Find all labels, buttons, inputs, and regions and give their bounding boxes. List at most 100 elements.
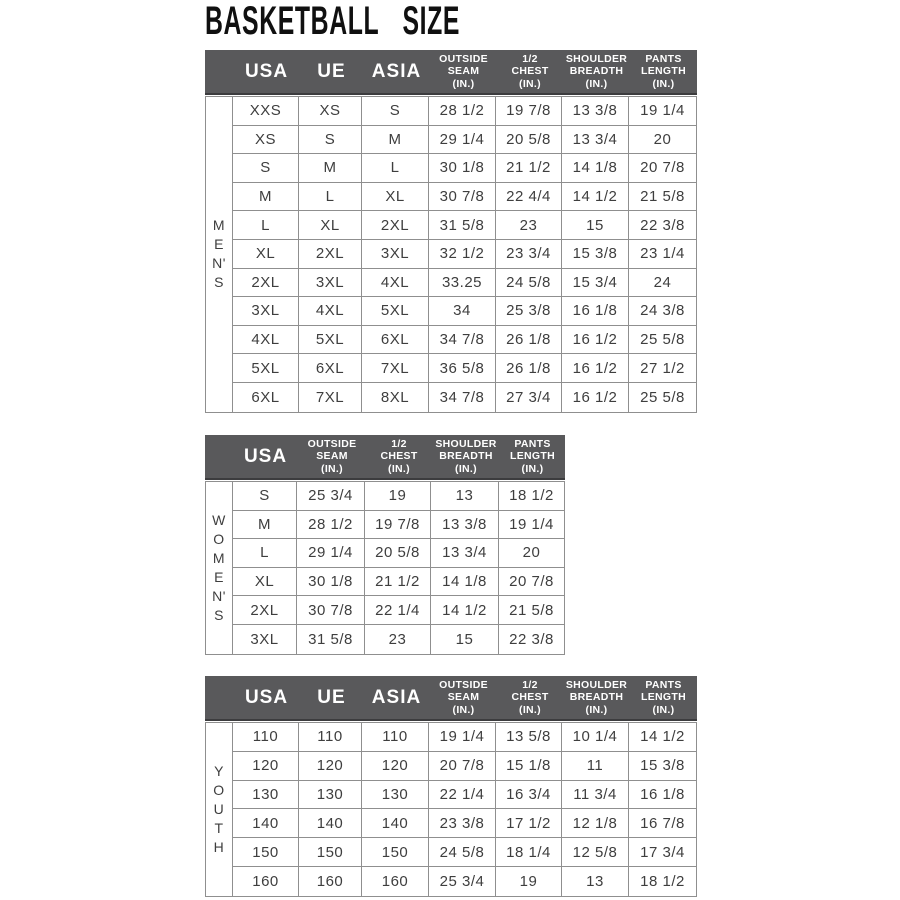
table-cell: 15 3/4 [562,268,629,297]
table-cell: 2XL [299,239,362,268]
table-cell: 18 1/4 [496,838,562,866]
table-cell: 19 1/4 [429,723,496,751]
table-cell: 140 [299,809,362,838]
table-cell: 14 1/8 [562,154,629,182]
table-cell: 4XL [362,268,429,297]
column-header-outside-seam: OUTSIDE SEAM (IN.) [439,678,488,716]
table-cell: 31 5/8 [429,211,496,239]
table-cell: 11 [562,751,629,780]
table-cell: 6XL [299,354,362,382]
column-header-pants-length: PANTS LENGTH (IN.) [510,437,555,475]
column-header-ue: UE [317,60,346,82]
table-row: M 28 1/2 19 7/8 13 3/8 19 1/4 [233,510,564,540]
table-cell: L [362,154,429,182]
table-cell: 25 5/8 [640,331,685,349]
table-cell: 13 3/4 [431,539,499,567]
table-row: 110 110 110 19 1/4 13 5/8 10 1/4 14 1/2 [233,723,696,752]
table-cell: XS [299,97,362,125]
table-cell: 110 [233,723,299,751]
column-header-shoulder-breadth: SHOULDER BREADTH (IN.) [565,52,628,90]
column-header-outside-seam: OUTSIDE SEAM (IN.) [307,437,357,475]
column-header-usa: USA [243,445,288,467]
youth-group-label: Y O U T H [206,723,233,896]
table-cell: 22 4/4 [496,182,562,211]
table-cell: 16 1/2 [562,325,629,354]
table-cell: 28 1/2 [297,510,365,539]
table-cell: 20 [653,130,672,148]
table-cell: 34 [429,297,496,325]
table-cell: 14 1/2 [640,728,685,746]
table-cell: 30 7/8 [429,182,496,211]
table-cell: XS [233,125,299,154]
table-cell: 15 3/8 [562,239,629,268]
table-cell: 21 5/8 [509,601,554,619]
table-cell: 23 3/8 [429,809,496,838]
table-cell: 14 1/2 [562,182,629,211]
table-cell: 16 1/8 [562,297,629,325]
table-cell: 140 [362,809,429,838]
table-cell: 3XL [299,268,362,297]
womens-table-body: W O M E N' S S 25 3/4 19 13 18 1/2 M 28 … [205,481,565,655]
table-cell: 26 1/8 [496,325,562,354]
table-cell: 14 1/2 [431,596,499,624]
table-cell: 110 [362,723,429,751]
table-cell: 33.25 [429,268,496,297]
table-cell: 23 [365,624,431,654]
column-header-ue: UE [317,686,346,708]
table-cell: 13 3/8 [431,510,499,539]
header-spacer [205,435,233,478]
table-cell: 160 [362,866,429,896]
table-row: 130 130 130 22 1/4 16 3/4 11 3/4 16 1/8 [233,780,696,810]
column-header-half-chest: 1/2 CHEST (IN.) [380,437,418,475]
column-header-usa: USA [244,60,289,82]
table-cell: 7XL [299,382,362,412]
table-row: 5XL 6XL 7XL 36 5/8 26 1/8 16 1/2 27 1/2 [233,354,696,383]
table-cell: 25 5/8 [640,388,685,406]
table-cell: 130 [362,780,429,809]
table-row: L XL 2XL 31 5/8 23 15 22 3/8 [233,211,696,240]
table-cell: 24 [653,273,672,291]
table-row: 4XL 5XL 6XL 34 7/8 26 1/8 16 1/2 25 5/8 [233,325,696,355]
table-row: XS S M 29 1/4 20 5/8 13 3/4 20 [233,125,696,155]
column-header-pants-length: PANTS LENGTH (IN.) [641,52,686,90]
table-cell: 5XL [233,354,299,382]
table-row: S 25 3/4 19 13 18 1/2 [233,482,564,511]
table-cell: 34 7/8 [429,382,496,412]
table-cell: 17 1/2 [496,809,562,838]
table-cell: 13 [431,482,499,510]
table-cell: 3XL [362,239,429,268]
column-header-asia: ASIA [371,686,422,708]
table-row: 120 120 120 20 7/8 15 1/8 11 15 3/8 [233,751,696,781]
table-cell: M [362,125,429,154]
table-row: L 29 1/4 20 5/8 13 3/4 20 [233,539,564,568]
table-cell: 24 5/8 [496,268,562,297]
table-cell: 16 1/8 [640,785,685,803]
table-cell: 21 5/8 [640,188,685,206]
table-cell: 27 3/4 [496,382,562,412]
table-cell: 4XL [299,297,362,325]
table-row: 160 160 160 25 3/4 19 13 18 1/2 [233,866,696,896]
table-cell: 12 5/8 [562,838,629,866]
table-cell: 15 3/8 [640,757,685,775]
table-cell: 34 7/8 [429,325,496,354]
table-cell: XL [233,239,299,268]
table-row: S M L 30 1/8 21 1/2 14 1/8 20 7/8 [233,154,696,183]
column-header-shoulder-breadth: SHOULDER BREADTH (IN.) [565,678,628,716]
table-cell: S [233,154,299,182]
table-cell: 29 1/4 [429,125,496,154]
table-cell: 22 1/4 [429,780,496,809]
table-cell: 16 3/4 [496,780,562,809]
table-cell: 23 [496,211,562,239]
table-cell: 19 1/4 [509,515,554,533]
table-cell: 19 7/8 [365,510,431,539]
table-cell: 30 1/8 [429,154,496,182]
table-cell: S [362,97,429,125]
table-cell: 150 [299,838,362,866]
table-cell: 22 3/8 [509,630,554,648]
table-cell: 16 1/2 [562,354,629,382]
youth-table-body: Y O U T H 110 110 110 19 1/4 13 5/8 10 1… [205,722,697,897]
mens-rows: XXS XS S 28 1/2 19 7/8 13 3/8 19 1/4 XS … [233,97,696,412]
table-cell: M [233,510,297,539]
table-cell: M [299,154,362,182]
table-cell: 20 7/8 [640,159,685,177]
